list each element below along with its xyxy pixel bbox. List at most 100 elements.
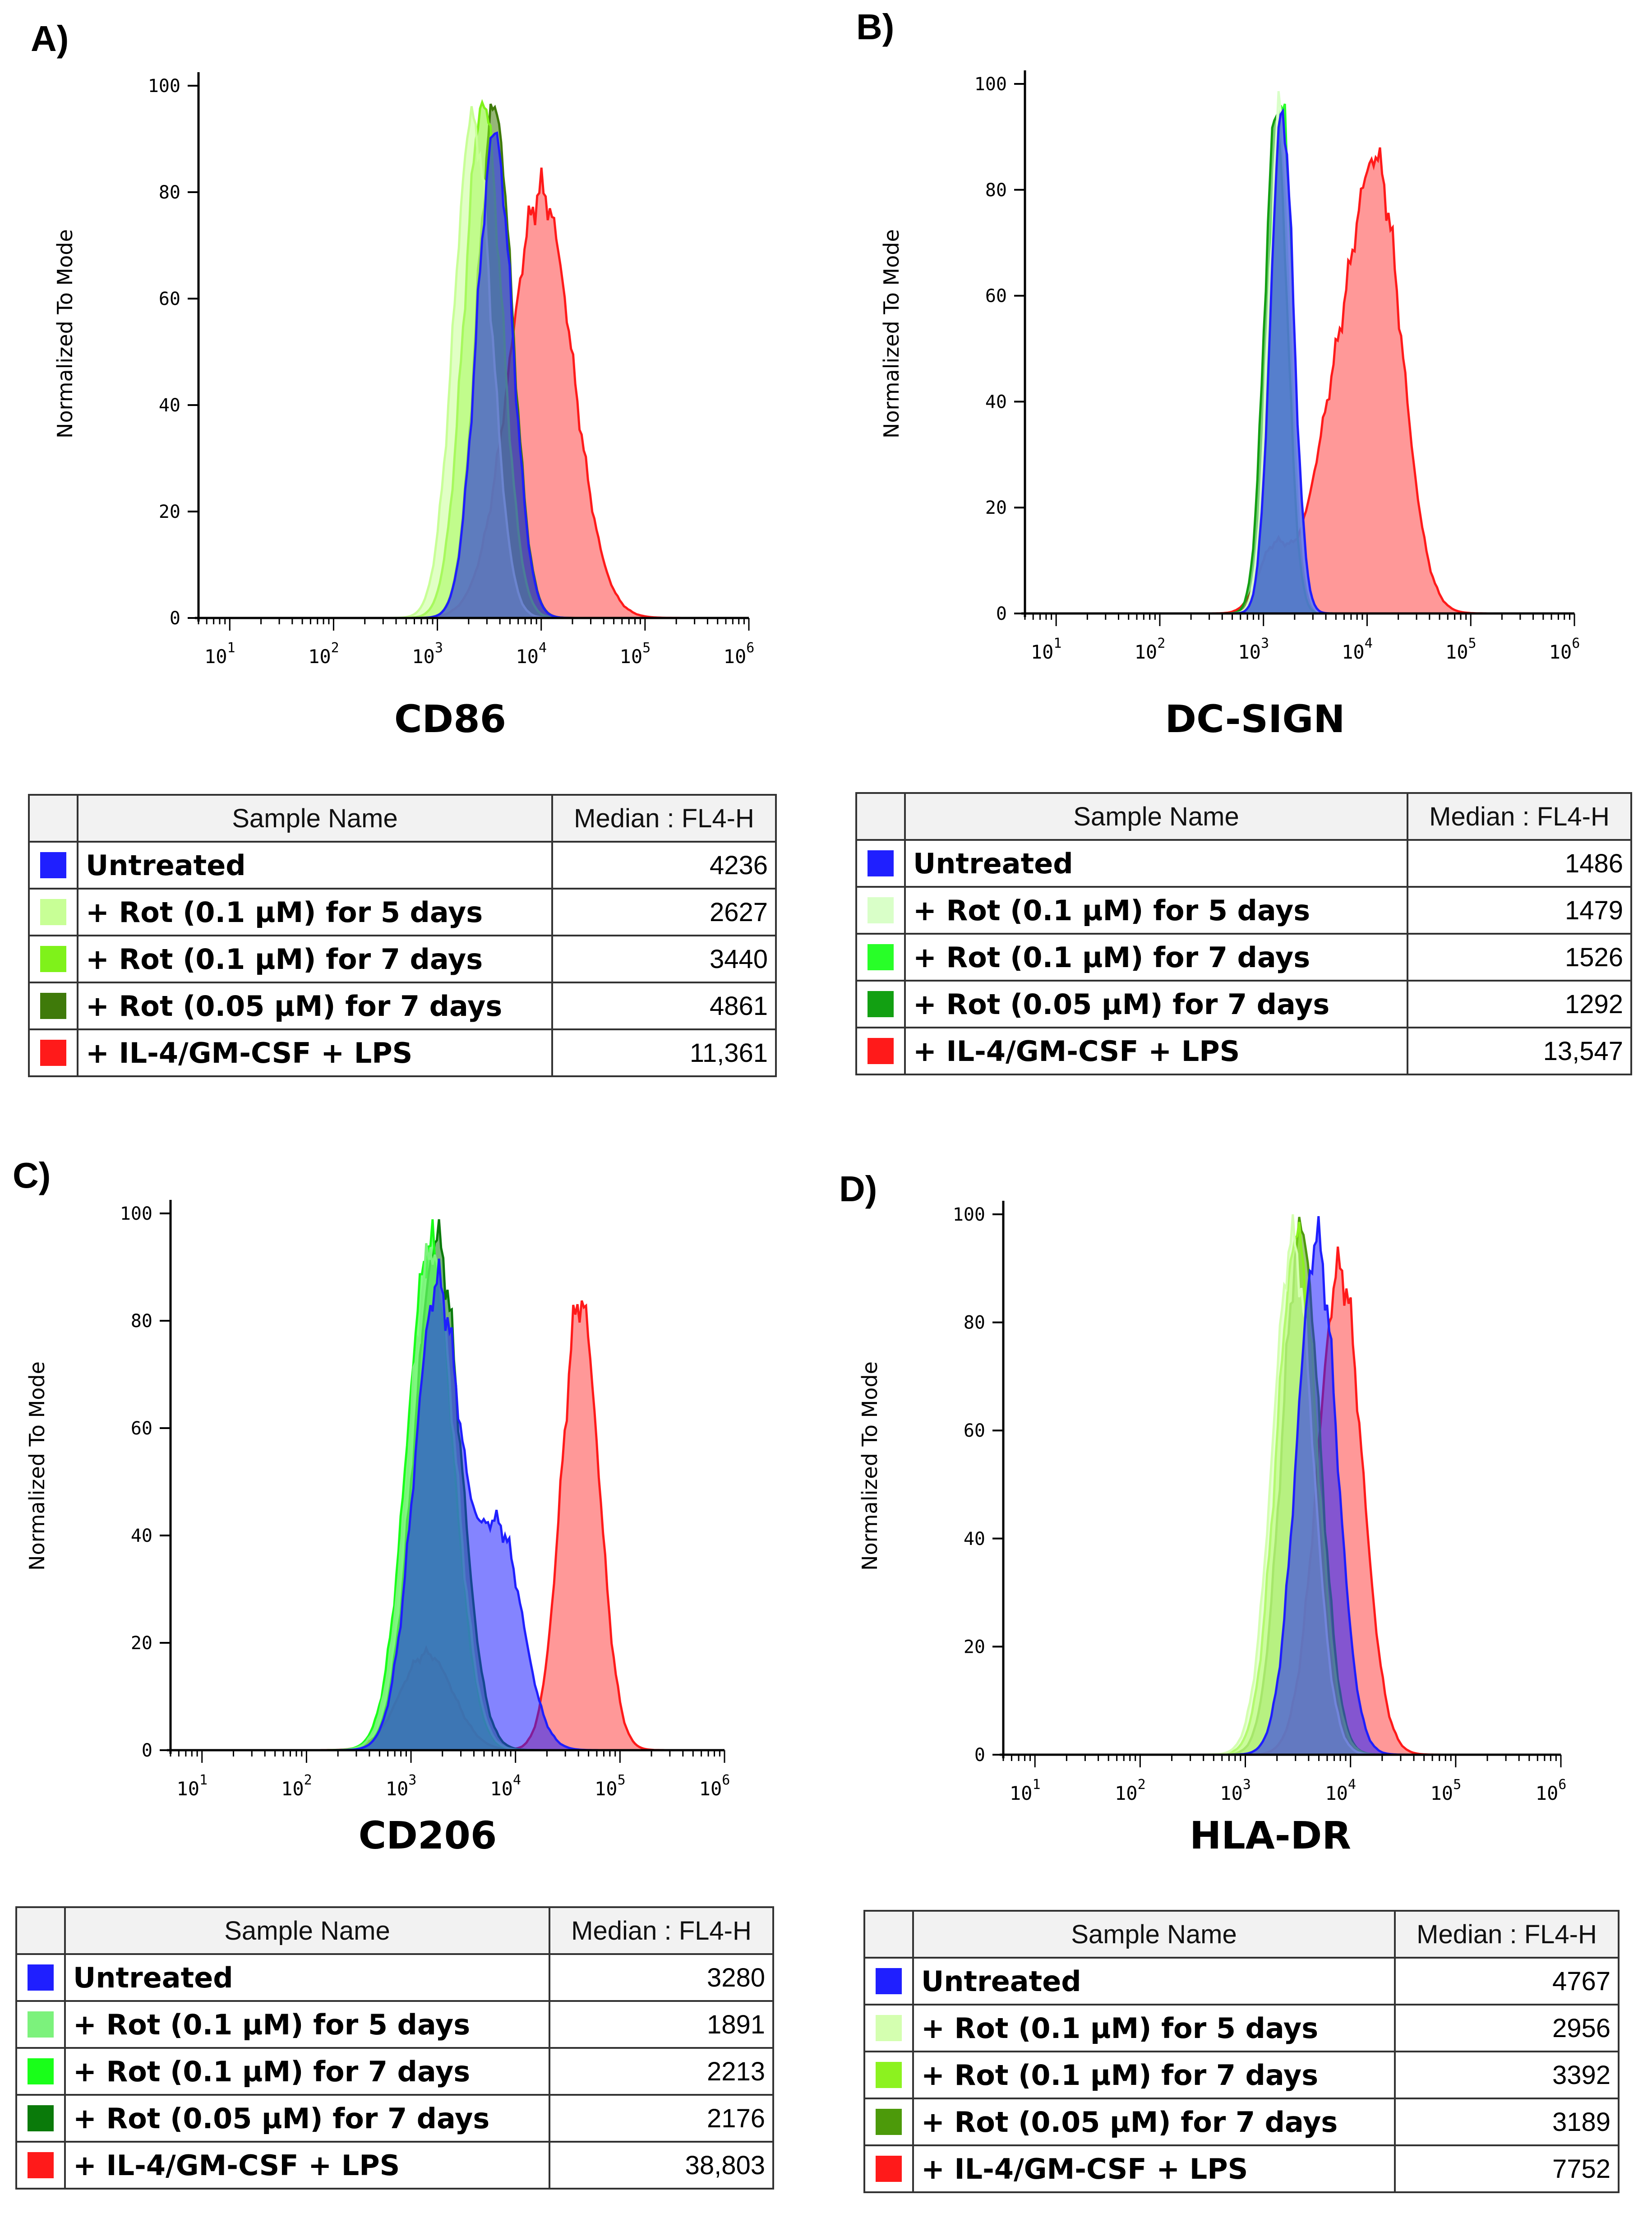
panel-label-a: A) — [31, 18, 69, 59]
legend-median-value: 2956 — [1394, 2004, 1620, 2052]
legend-row: Untreated 3280 — [15, 1953, 774, 2002]
legend-median-value: 7752 — [1394, 2144, 1620, 2193]
legend-color-swatch — [876, 2156, 902, 2182]
legend-color-swatch — [40, 852, 66, 878]
x-tick-label: 103 — [386, 1772, 417, 1800]
legend-median-value: 1526 — [1407, 933, 1632, 982]
histogram-hla-dr: 0 20 40 60 80 100 101 102 103 104 105 106 Normalized… — [858, 1201, 1566, 1804]
legend-swatch-cell — [855, 839, 906, 888]
legend-color-swatch — [28, 1964, 54, 1991]
legend-swatch-cell — [15, 2000, 66, 2049]
legend-sample-name: Untreated — [904, 839, 1408, 888]
legend-swatch-cell — [28, 841, 78, 890]
x-tick-label: 105 — [1431, 1777, 1462, 1804]
x-tick-label: 101 — [176, 1772, 208, 1800]
legend-sample-name: + Rot (0.05 µM) for 7 days — [64, 2094, 550, 2143]
legend-row: + IL-4/GM-CSF + LPS 7752 — [863, 2144, 1620, 2193]
x-tick-label: 101 — [204, 640, 235, 668]
legend-color-swatch — [868, 1038, 894, 1064]
legend-sample-name: + Rot (0.1 µM) for 5 days — [904, 886, 1408, 935]
x-tick-label: 102 — [308, 640, 339, 668]
legend-row: + Rot (0.1 µM) for 5 days 1479 — [855, 886, 1632, 935]
legend-header-row: Sample Name Median : FL4-H — [855, 792, 1632, 841]
x-tick-label: 104 — [1325, 1777, 1356, 1804]
legend-header-median: Median : FL4-H — [1407, 792, 1632, 841]
y-tick-label: 20 — [964, 1637, 985, 1657]
x-tick-label: 103 — [412, 640, 443, 668]
legend-table-hla-dr: Sample Name Median : FL4-H Untreated 4767 + … — [863, 1910, 1620, 2193]
legend-swatch-cell — [28, 1028, 78, 1077]
marker-title-dc-sign: DC-SIGN — [1165, 697, 1345, 741]
y-tick-label: 60 — [131, 1418, 152, 1439]
legend-swatch-cell — [855, 886, 906, 935]
legend-color-swatch — [40, 899, 66, 925]
y-tick-label: 40 — [985, 392, 1007, 412]
legend-row: + Rot (0.1 µM) for 7 days 2213 — [15, 2047, 774, 2096]
legend-sample-name: + Rot (0.05 µM) for 7 days — [912, 2098, 1396, 2146]
legend-swatch-cell — [855, 980, 906, 1028]
legend-swatch-cell — [863, 2144, 914, 2193]
legend-header-row: Sample Name Median : FL4-H — [28, 794, 777, 843]
legend-sample-name: + Rot (0.05 µM) for 7 days — [77, 982, 553, 1030]
y-tick-label: 0 — [170, 608, 180, 629]
x-tick-label: 102 — [1115, 1777, 1146, 1804]
legend-color-swatch — [28, 2152, 54, 2178]
legend-sample-name: + Rot (0.1 µM) for 7 days — [904, 933, 1408, 982]
legend-color-swatch — [40, 946, 66, 972]
legend-swatch-header — [855, 792, 906, 841]
y-tick-label: 40 — [159, 395, 180, 416]
legend-row: Untreated 4767 — [863, 1957, 1620, 2006]
legend-header-sample-name: Sample Name — [64, 1906, 550, 1955]
legend-header-sample-name: Sample Name — [904, 792, 1408, 841]
marker-title-cd86: CD86 — [394, 697, 507, 741]
legend-swatch-cell — [15, 2141, 66, 2190]
y-tick-label: 60 — [159, 289, 180, 309]
legend-median-value: 3440 — [551, 935, 777, 983]
legend-swatch-cell — [863, 2051, 914, 2099]
legend-color-swatch — [40, 1040, 66, 1066]
legend-swatch-cell — [15, 2047, 66, 2096]
legend-color-swatch — [28, 2058, 54, 2084]
legend-median-value: 4236 — [551, 841, 777, 890]
legend-median-value: 13,547 — [1407, 1027, 1632, 1075]
y-tick-label: 40 — [964, 1529, 985, 1549]
x-tick-label: 104 — [490, 1772, 521, 1800]
legend-swatch-cell — [855, 1027, 906, 1075]
legend-table-cd206: Sample Name Median : FL4-H Untreated 3280 + … — [15, 1906, 774, 2190]
y-tick-label: 100 — [953, 1204, 985, 1225]
legend-swatch-cell — [28, 935, 78, 983]
legend-median-value: 1486 — [1407, 839, 1632, 888]
y-tick-label: 0 — [974, 1745, 985, 1766]
y-tick-label: 100 — [974, 74, 1007, 95]
legend-median-value: 2627 — [551, 888, 777, 936]
legend-header-sample-name: Sample Name — [77, 794, 553, 843]
x-tick-label: 101 — [1031, 636, 1062, 663]
legend-median-value: 11,361 — [551, 1028, 777, 1077]
legend-median-value: 3280 — [549, 1953, 774, 2002]
y-tick-label: 60 — [964, 1420, 985, 1441]
y-axis-label: Normalized To Mode — [858, 1361, 882, 1571]
legend-row: Untreated 1486 — [855, 839, 1632, 888]
x-tick-label: 105 — [620, 640, 651, 668]
legend-sample-name: Untreated — [912, 1957, 1396, 2006]
legend-row: + Rot (0.1 µM) for 7 days 3440 — [28, 935, 777, 983]
legend-row: + Rot (0.05 µM) for 7 days 3189 — [863, 2098, 1620, 2146]
legend-header-median: Median : FL4-H — [549, 1906, 774, 1955]
legend-sample-name: + IL-4/GM-CSF + LPS — [77, 1028, 553, 1077]
legend-row: + Rot (0.05 µM) for 7 days 2176 — [15, 2094, 774, 2143]
legend-sample-name: + Rot (0.05 µM) for 7 days — [904, 980, 1408, 1028]
legend-sample-name: + IL-4/GM-CSF + LPS — [64, 2141, 550, 2190]
legend-median-value: 1891 — [549, 2000, 774, 2049]
legend-swatch-header — [15, 1906, 66, 1955]
legend-sample-name: + Rot (0.1 µM) for 7 days — [64, 2047, 550, 2096]
x-tick-label: 106 — [1549, 636, 1580, 663]
legend-color-swatch — [28, 2105, 54, 2131]
y-tick-label: 20 — [131, 1633, 152, 1654]
legend-sample-name: + Rot (0.1 µM) for 5 days — [64, 2000, 550, 2049]
x-tick-label: 106 — [699, 1772, 730, 1800]
y-tick-label: 80 — [985, 180, 1007, 201]
marker-title-cd206: CD206 — [358, 1813, 497, 1858]
x-tick-label: 102 — [281, 1772, 312, 1800]
legend-swatch-cell — [15, 1953, 66, 2002]
legend-color-swatch — [868, 991, 894, 1017]
